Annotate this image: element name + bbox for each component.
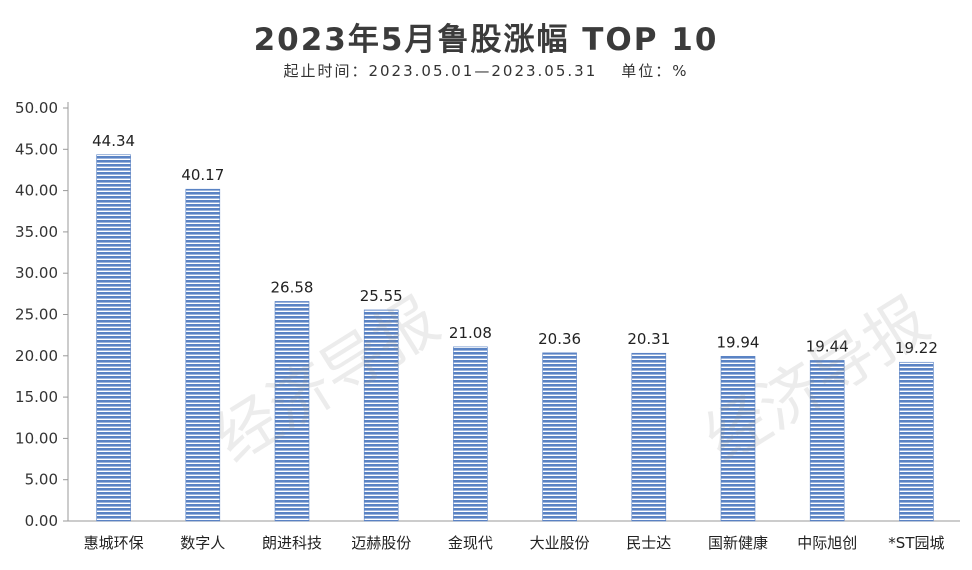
chart-subtitle: 起止时间：2023.05.01—2023.05.31 单位：%: [0, 60, 972, 81]
y-tick-label: 25.00: [15, 306, 58, 324]
data-label: 26.58: [271, 278, 314, 296]
x-tick-label: 大业股份: [530, 534, 590, 552]
bar: [96, 154, 131, 522]
bar: [542, 352, 577, 522]
x-tick-label: 金现代: [448, 534, 493, 552]
y-tick-label: 50.00: [15, 99, 58, 117]
bar: [899, 361, 934, 522]
x-tick-label: 中际旭创: [797, 534, 857, 552]
y-tick-label: 35.00: [15, 223, 58, 241]
y-tick-label: 15.00: [15, 388, 58, 406]
chart-title: 2023年5月鲁股涨幅 TOP 10: [253, 22, 719, 58]
bar: [453, 346, 488, 522]
x-tick-label: 数字人: [180, 534, 225, 552]
bar: [631, 352, 667, 522]
y-tick-label: 45.00: [15, 140, 58, 158]
data-label: 20.36: [538, 330, 581, 348]
bar: [363, 309, 399, 522]
x-tick-label: *ST园城: [888, 534, 944, 552]
subtitle-unit: 单位：%: [621, 62, 689, 80]
x-tick-label: 民士达: [626, 534, 671, 552]
data-label: 19.44: [806, 337, 849, 355]
y-tick-label: 40.00: [15, 182, 58, 200]
x-tick-label: 朗进科技: [262, 534, 322, 552]
bar: [274, 301, 310, 522]
x-tick-label: 国新健康: [708, 534, 768, 552]
data-label: 19.94: [717, 333, 760, 351]
data-label: 21.08: [449, 324, 492, 342]
y-tick-label: 10.00: [15, 429, 58, 447]
y-tick-label: 20.00: [15, 347, 58, 365]
data-label: 19.22: [895, 339, 938, 357]
data-label: 20.31: [627, 330, 670, 348]
subtitle-period: 起止时间：2023.05.01—2023.05.31: [283, 62, 598, 80]
y-tick-label: 30.00: [15, 264, 58, 282]
y-tick-label: 5.00: [25, 471, 58, 489]
data-label: 25.55: [360, 287, 403, 305]
x-tick-label: 惠城环保: [84, 534, 144, 552]
data-label: 44.34: [92, 132, 135, 150]
bar: [809, 360, 845, 522]
bar: [185, 188, 221, 522]
x-tick-label: 迈赫股份: [351, 534, 411, 552]
data-label: 40.17: [181, 166, 224, 184]
bar: [720, 355, 756, 522]
y-tick-label: 0.00: [25, 512, 58, 530]
